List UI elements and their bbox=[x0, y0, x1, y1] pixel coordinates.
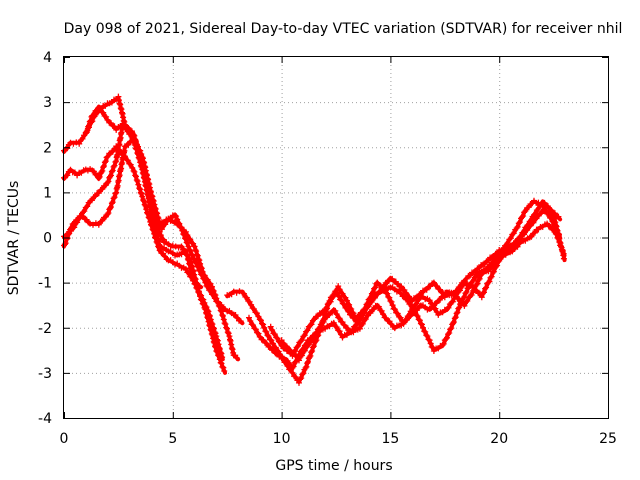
series-track-7 bbox=[246, 197, 563, 371]
series-markers bbox=[246, 197, 562, 371]
y-tick-label: 4 bbox=[43, 50, 52, 66]
x-tick-label: 15 bbox=[381, 431, 399, 447]
x-tick-label: 10 bbox=[273, 431, 291, 447]
plot-frame bbox=[63, 56, 609, 419]
series-track-5 bbox=[82, 104, 245, 326]
x-axis-label: GPS time / hours bbox=[275, 458, 392, 474]
chart-title: Day 098 of 2021, Sidereal Day-to-day VTE… bbox=[64, 21, 623, 37]
data-series bbox=[61, 93, 567, 386]
y-tick-label: -4 bbox=[38, 411, 52, 427]
series-markers bbox=[82, 104, 244, 325]
x-tick-label: 5 bbox=[168, 431, 177, 447]
series-track bbox=[62, 95, 225, 362]
axis-ticks: 0 5 10 15 20 25 -4 -3 -2 -1 0 1 2 3 4 bbox=[38, 50, 617, 447]
y-tick-label: -2 bbox=[38, 321, 52, 337]
series-track bbox=[247, 199, 563, 371]
series-markers bbox=[267, 207, 567, 359]
y-tick-label: 3 bbox=[43, 95, 52, 111]
x-tick-label: 25 bbox=[599, 431, 617, 447]
x-tick-label: 20 bbox=[490, 431, 508, 447]
y-axis-label: SDTVAR / TECUs bbox=[6, 181, 22, 296]
series-track-9 bbox=[267, 207, 567, 359]
y-tick-label: -3 bbox=[38, 366, 52, 382]
y-tick-label: 1 bbox=[43, 185, 52, 201]
y-tick-label: -1 bbox=[38, 276, 52, 292]
x-tick-label: 0 bbox=[60, 431, 69, 447]
y-tick-label: 0 bbox=[43, 231, 52, 247]
y-tick-label: 2 bbox=[43, 140, 52, 156]
